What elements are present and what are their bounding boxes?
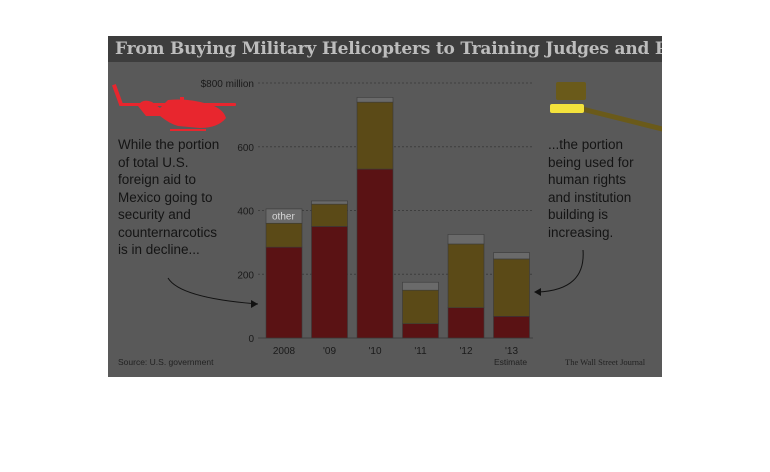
bar-segment bbox=[265, 222, 303, 248]
bar-segment bbox=[493, 258, 530, 317]
bar-segment bbox=[265, 246, 303, 339]
y-tick-label: $800 million bbox=[201, 79, 254, 90]
bar-segment bbox=[493, 252, 530, 260]
bar-segment bbox=[356, 101, 394, 170]
bar-segment bbox=[447, 307, 485, 339]
helicopter-icon bbox=[112, 84, 236, 131]
chart-canvas: 0 200 400 600 $800 million 2008 '09 '10 '11 '12 '1… bbox=[112, 79, 662, 357]
chart-labels: 0 200 400 600 $800 million 2008 '09 '10 '11 '12 '1… bbox=[201, 79, 519, 357]
left-annotation: While the portion of total U.S. foreign … bbox=[118, 137, 220, 257]
bars bbox=[265, 97, 530, 339]
publisher-credit: The Wall Street Journal bbox=[565, 357, 646, 367]
left-arrow bbox=[167, 277, 259, 305]
x-tick-label: '12 bbox=[459, 346, 472, 357]
bar-segment bbox=[447, 234, 485, 245]
y-tick-label: 600 bbox=[237, 143, 254, 154]
gavel-icon bbox=[550, 82, 662, 133]
bar-segment bbox=[356, 97, 394, 103]
bar-segment bbox=[402, 281, 439, 291]
bar-segment bbox=[402, 289, 439, 324]
series-label-other: other bbox=[272, 211, 295, 222]
right-arrowhead bbox=[534, 288, 541, 296]
left-arrowhead bbox=[251, 300, 258, 308]
x-tick-label: '10 bbox=[368, 346, 381, 357]
gridlines bbox=[258, 82, 533, 339]
right-annotation: ...the portion being used for human righ… bbox=[548, 137, 634, 240]
x-tick-label: '11 bbox=[414, 346, 427, 357]
bar-segment bbox=[402, 323, 439, 339]
bar-segment bbox=[311, 203, 348, 227]
bar-segment bbox=[447, 243, 485, 309]
bar-segment bbox=[311, 200, 348, 205]
y-tick-label: 200 bbox=[237, 270, 254, 281]
source-note: Source: U.S. government bbox=[118, 357, 214, 367]
y-tick-label: 0 bbox=[248, 334, 254, 345]
chart-title: From Buying Military Helicopters to Trai… bbox=[115, 39, 662, 59]
chart-frame: From Buying Military Helicopters to Trai… bbox=[108, 36, 662, 377]
right-arrow bbox=[537, 249, 584, 293]
bar-segment bbox=[311, 226, 348, 339]
bar-segment bbox=[356, 168, 394, 339]
x-tick-label: '13 bbox=[505, 346, 518, 357]
y-tick-label: 400 bbox=[237, 207, 254, 218]
x-tick-label: '09 bbox=[323, 346, 336, 357]
title-bar: From Buying Military Helicopters to Trai… bbox=[108, 36, 662, 62]
bar-segment bbox=[493, 316, 530, 339]
x-tick-label: 2008 bbox=[273, 346, 296, 357]
estimate-label: Estimate bbox=[494, 357, 528, 367]
bar-segment bbox=[265, 208, 303, 224]
